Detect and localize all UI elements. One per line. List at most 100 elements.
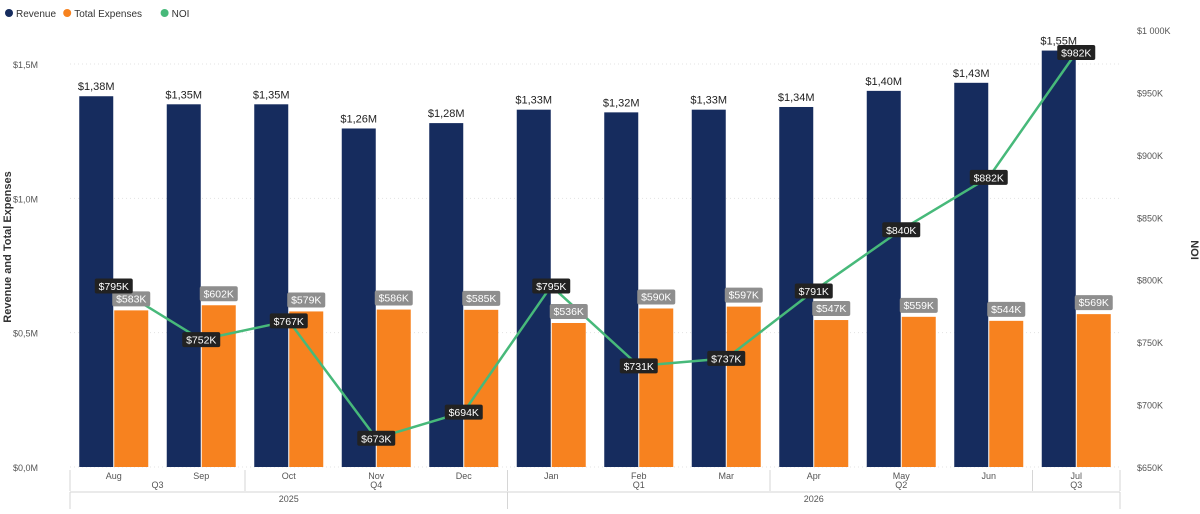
expenses-label-box <box>987 301 1026 317</box>
noi-data-label: $731K <box>624 361 654 373</box>
quarter-label: Q4 <box>370 480 382 490</box>
expenses-data-label: $536K <box>554 306 584 318</box>
revenue-bar[interactable] <box>1041 50 1076 468</box>
y2-tick-label: $700K <box>1137 401 1163 411</box>
noi-label-box <box>619 358 658 374</box>
x-tick-label: Jun <box>981 471 996 481</box>
expenses-bar[interactable] <box>814 320 849 467</box>
legend: Revenue Total Expenses NOI <box>5 9 189 20</box>
expenses-label-box <box>812 301 851 317</box>
expenses-bar[interactable] <box>289 311 324 467</box>
year-label: 2025 <box>279 494 299 504</box>
expenses-label-box <box>549 303 588 319</box>
quarter-label: Q2 <box>895 480 907 490</box>
legend-marker[interactable] <box>160 9 169 17</box>
x-tick-label: Sep <box>193 471 209 481</box>
expenses-bar[interactable] <box>114 310 149 467</box>
expenses-bar[interactable] <box>901 316 936 467</box>
y-axis-title: Revenue and Total Expenses <box>2 171 14 322</box>
expenses-bar[interactable] <box>726 306 761 467</box>
expenses-bar[interactable] <box>201 305 236 467</box>
expenses-data-label: $602K <box>204 288 234 300</box>
expenses-label-box <box>112 291 151 307</box>
revenue-bar[interactable] <box>604 112 639 468</box>
revenue-bar[interactable] <box>691 109 726 467</box>
y2-tick-label: $650K <box>1137 463 1163 473</box>
noi-label-box <box>532 278 571 294</box>
expenses-bar[interactable] <box>989 320 1024 467</box>
y-tick-label: $1,5M <box>13 60 38 70</box>
revenue-data-label: $1,35M <box>165 89 202 101</box>
expenses-label-box <box>199 286 238 302</box>
revenue-data-label: $1,35M <box>253 89 290 101</box>
y2-tick-label: $900K <box>1137 151 1163 161</box>
revenue-data-label: $1,26M <box>340 113 377 125</box>
x-tick-label: Jul <box>1070 471 1082 481</box>
noi-data-label: $882K <box>974 172 1004 184</box>
noi-label-box <box>182 332 221 348</box>
expenses-label-box <box>287 292 326 308</box>
expenses-label-box <box>374 290 413 306</box>
y2-tick-label: $800K <box>1137 276 1163 286</box>
bars <box>79 50 1111 468</box>
x-tick-label: Oct <box>282 471 297 481</box>
expenses-data-label: $569K <box>1079 297 1109 309</box>
expenses-data-label: $547K <box>816 303 846 315</box>
expenses-label-box <box>637 289 676 305</box>
revenue-bar[interactable] <box>166 104 201 468</box>
revenue-bar[interactable] <box>954 82 989 467</box>
noi-label-box <box>1057 44 1096 60</box>
revenue-bar[interactable] <box>254 104 289 468</box>
noi-data-label: $737K <box>711 353 741 365</box>
x-tick-label: Mar <box>719 471 735 481</box>
noi-data-label: $795K <box>99 281 129 293</box>
quarter-label: Q3 <box>151 480 163 490</box>
expenses-data-label: $590K <box>641 291 671 303</box>
noi-label-box <box>94 278 133 294</box>
noi-data-label: $840K <box>886 225 916 237</box>
expenses-data-label: $544K <box>991 304 1021 316</box>
expenses-label-box <box>462 290 501 306</box>
expenses-bar[interactable] <box>639 308 674 467</box>
noi-data-label: $791K <box>799 286 829 298</box>
noi-label-box <box>969 169 1008 185</box>
legend-marker[interactable] <box>63 9 72 17</box>
x-tick-label: Jan <box>544 471 559 481</box>
data-labels: $1,38M $583K $1,35M $602K $1,35M $579K $1,26M $… <box>78 36 1113 446</box>
revenue-data-label: $1,55M <box>1040 36 1077 48</box>
legend-label[interactable]: Revenue <box>16 9 56 20</box>
x-tick-label: Nov <box>368 471 385 481</box>
expenses-data-label: $597K <box>729 290 759 302</box>
noi-label-box <box>707 350 746 366</box>
expenses-bar[interactable] <box>1076 314 1111 467</box>
noi-data-label: $694K <box>449 407 479 419</box>
revenue-data-label: $1,34M <box>778 92 815 104</box>
revenue-bar[interactable] <box>866 90 901 467</box>
legend-label[interactable]: NOI <box>172 9 190 20</box>
revenue-data-label: $1,40M <box>865 76 902 88</box>
y-tick-label: $1,0M <box>13 194 38 204</box>
noi-label-box <box>357 430 396 446</box>
expenses-data-label: $559K <box>904 300 934 312</box>
legend-marker[interactable] <box>5 9 13 17</box>
noi-data-label: $795K <box>536 281 566 293</box>
revenue-data-label: $1,33M <box>515 95 552 107</box>
quarter-label: Q3 <box>1070 480 1082 490</box>
revenue-data-label: $1,43M <box>953 68 990 80</box>
y2-tick-label: $850K <box>1137 213 1163 223</box>
y-axis-left: $0,0M $0,5M $1,0M $1,5M <box>13 60 38 473</box>
noi-label-box <box>269 313 308 329</box>
y-axis-right: $650K $700K $750K $800K $850K $900K $950K $1 00… <box>1137 26 1171 473</box>
expenses-bar[interactable] <box>551 322 586 467</box>
expenses-data-label: $585K <box>466 293 496 305</box>
y2-tick-label: $950K <box>1137 88 1163 98</box>
x-tick-label: Apr <box>807 471 821 481</box>
legend-label[interactable]: Total Expenses <box>74 9 142 20</box>
x-tick-label: Aug <box>106 471 122 481</box>
revenue-bar[interactable] <box>341 128 376 468</box>
x-tick-label: Feb <box>631 471 647 481</box>
revenue-data-label: $1,32M <box>603 97 640 109</box>
